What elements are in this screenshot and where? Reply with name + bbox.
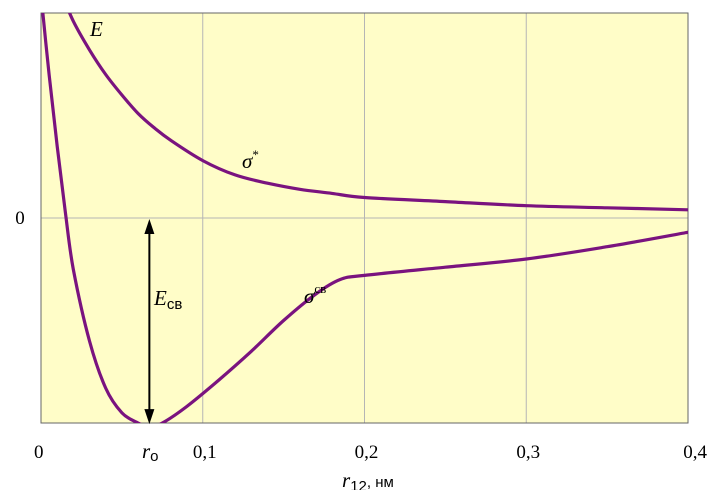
sigma-bond-curve (41, 13, 688, 423)
y-axis-label: E (89, 17, 103, 41)
y-tick-label: 0 (15, 208, 25, 229)
x-tick-label: 0,4 (683, 442, 707, 463)
binding-energy-label: Eсв (153, 286, 182, 313)
arrow-head-up (144, 219, 155, 234)
x-tick-label: 0,2 (355, 442, 379, 463)
plot-frame (40, 12, 689, 424)
series-layer (41, 13, 688, 423)
sigma-star-label: σ* (242, 147, 259, 173)
x-tick-label: 0,3 (516, 442, 540, 463)
sigma-bond-label: σсв (304, 281, 326, 308)
x-tick-label: 0,1 (193, 442, 217, 463)
x-axis-label: r12, нм (342, 468, 394, 490)
x-tick-label: 0 (34, 442, 44, 463)
sigma-star-curve (67, 13, 688, 212)
annotation-layer (144, 219, 155, 425)
r0-tick-label: ro (142, 439, 159, 465)
grid-lines (40, 12, 689, 424)
arrow-head-down (144, 409, 155, 425)
